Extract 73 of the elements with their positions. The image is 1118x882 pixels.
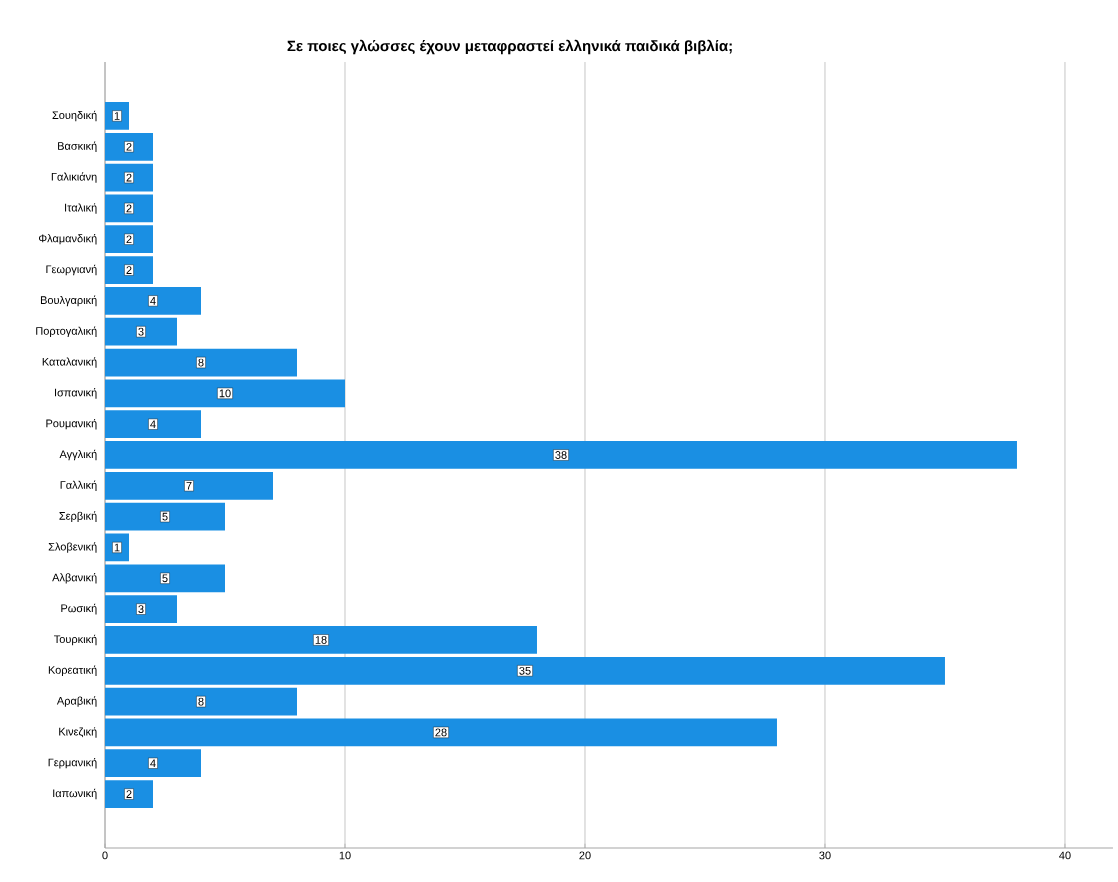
data-label: 18 [315,636,327,644]
y-tick-label: Ισπανική [55,388,97,399]
bar [105,441,1017,469]
data-label: 1 [114,112,120,120]
y-tick-label: Καταλανική [42,357,97,368]
data-label: 2 [126,266,132,274]
y-tick-label: Κορεατική [48,665,97,677]
y-tick-label: Σουηδική [52,110,97,122]
data-label: 2 [126,142,132,151]
x-tick-label: 40 [1059,851,1071,860]
y-tick-label: Ρουμανική [46,418,97,430]
bar [105,163,153,192]
data-label: 2 [126,204,132,213]
x-tick-label: 20 [579,851,591,860]
y-tick-label: Γαλικιάνη [51,172,97,183]
y-tick-label: Αγγλική [59,449,97,461]
data-label: 4 [150,759,156,768]
y-tick-label: Βασκική [58,141,97,153]
bar [105,471,273,500]
bar [105,225,153,254]
data-label: 7 [186,482,192,490]
y-tick-label: Ιαπωνική [53,788,97,800]
y-tick-label: Γερμανική [48,757,97,769]
data-label: 8 [198,697,204,706]
data-label: 28 [435,728,447,737]
data-label: 4 [150,420,156,428]
data-label: 10 [219,389,231,398]
bar [105,595,177,623]
data-label: 2 [126,173,132,182]
bar [105,718,777,747]
chart-title: Σε ποιες γλώσσες έχουν μεταφραστεί ελληνικά παιδικά βιβλία; [287,39,732,55]
bar [105,780,153,808]
bar [105,656,945,685]
data-label: 5 [162,512,168,521]
data-label: 2 [126,235,132,244]
bar [105,317,177,346]
bar [105,379,345,408]
bar [105,564,225,593]
bar [105,287,201,315]
y-tick-label: Ρωσική [61,603,97,615]
y-tick-label: Αραβική [56,696,97,707]
y-tick-label: Σερβική [59,511,97,522]
data-label: 3 [138,327,144,336]
bar [105,410,201,439]
bar [105,626,537,654]
data-label: 1 [114,543,120,552]
y-tick-label: Γεωργιανή [46,264,97,276]
y-tick-label: Κινεζική [59,727,97,738]
y-tick-label: Τουρκική [53,634,97,646]
bar [105,132,153,161]
data-label: 5 [162,574,168,583]
bar [105,256,153,284]
data-label: 2 [126,790,132,798]
bar [105,687,297,716]
data-label: 4 [150,297,156,305]
bar [105,194,153,223]
bar [105,348,297,377]
y-tick-label: Πορτογαλική [36,326,97,337]
y-tick-label: Σλοβενική [48,542,97,553]
data-label: 35 [519,666,531,675]
x-tick-label: 10 [339,851,351,860]
bar [105,502,225,531]
x-tick-label: 0 [102,851,108,860]
y-tick-label: Φλαμανδική [38,233,97,245]
data-label: 3 [138,605,144,614]
bar [105,749,201,778]
y-tick-label: Αλβανική [52,573,97,584]
data-label: 38 [555,451,567,459]
y-tick-label: Γαλλική [60,480,97,492]
y-tick-label: Βουλγαρική [40,295,97,307]
data-label: 8 [198,358,204,367]
y-tick-label: Ιταλική [65,203,97,214]
x-tick-label: 30 [819,851,831,860]
